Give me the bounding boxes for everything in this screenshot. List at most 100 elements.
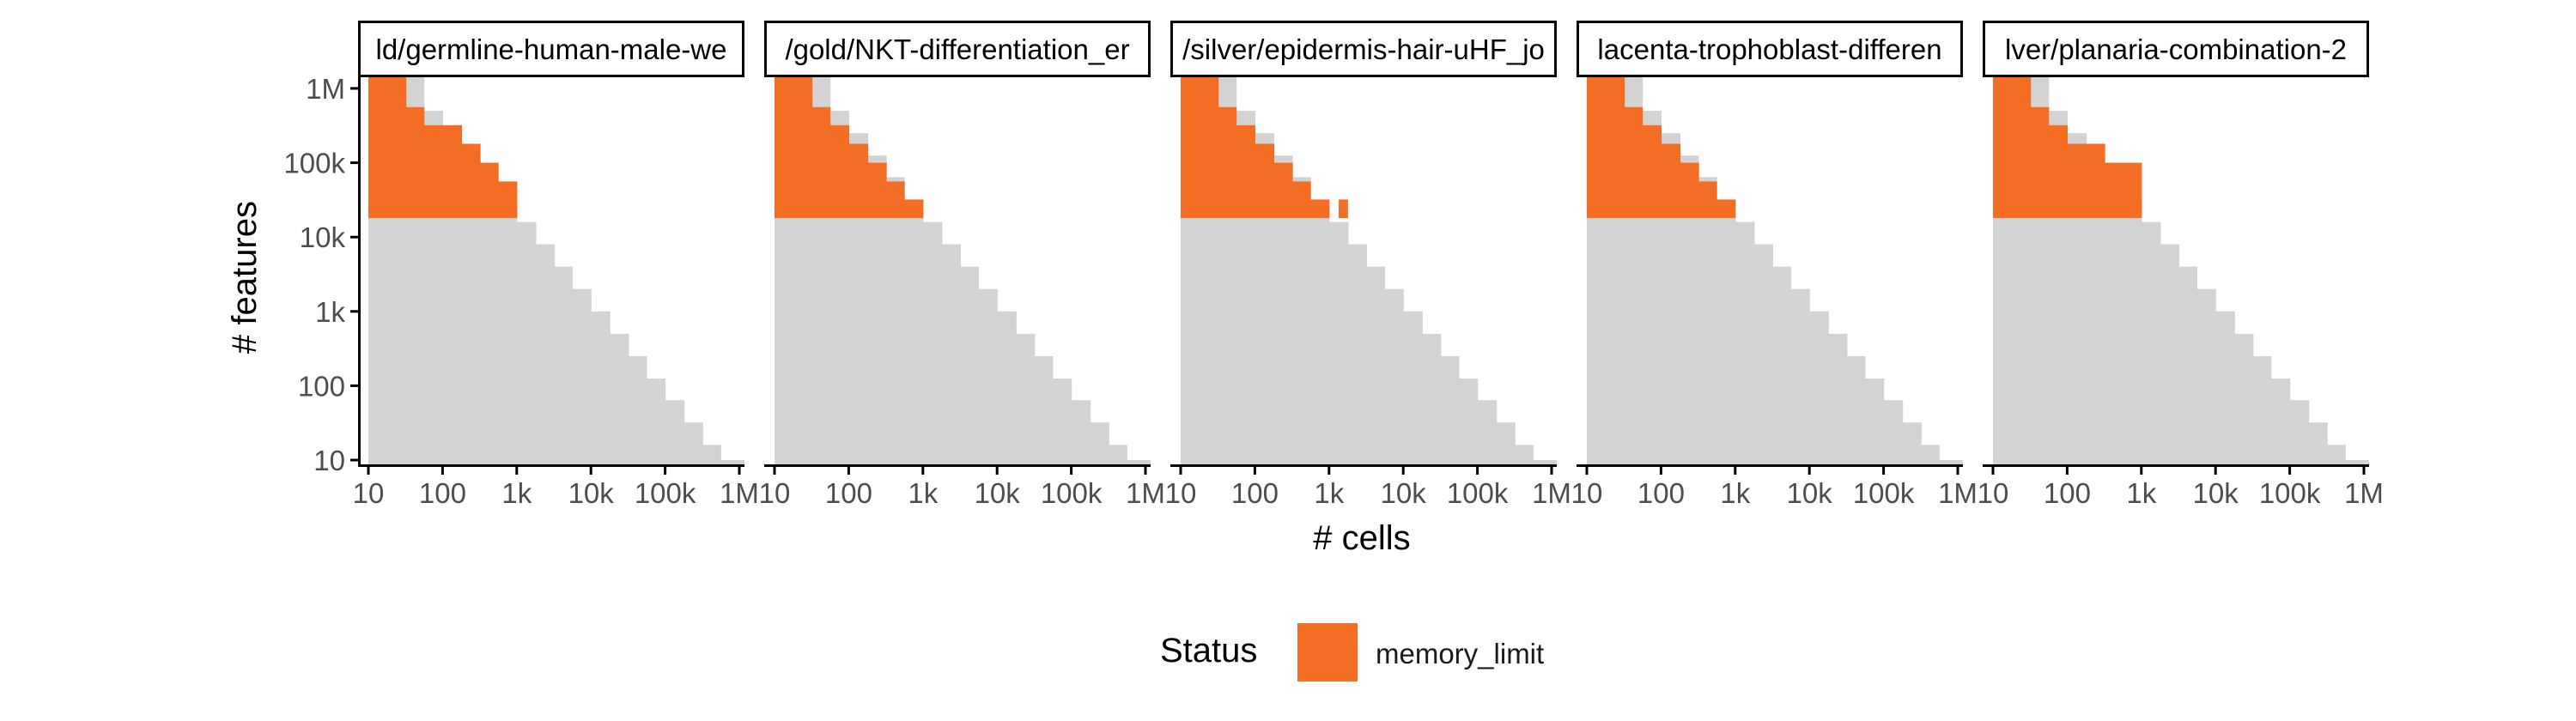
x-tick-label: 1M <box>2344 477 2384 509</box>
evaluated-cell <box>1273 155 1293 464</box>
memory-limit-cell <box>2086 143 2105 219</box>
memory-limit-cell <box>1218 106 1237 219</box>
x-tick-label: 10k <box>975 477 1021 509</box>
facet-strip <box>1577 21 1963 77</box>
facet-title: /silver/epidermis-hair-uHF_jo <box>1182 33 1545 65</box>
evaluated-cell <box>886 177 905 464</box>
facet-title: lacenta-trophoblast-differen <box>1597 33 1941 65</box>
memory-limit-cell <box>1273 162 1293 219</box>
x-tick-label: 100 <box>2044 477 2091 509</box>
facet-title: /gold/NKT-differentiation_er <box>785 33 1129 65</box>
evaluated-cell <box>1772 266 1792 464</box>
memory-limit-cell <box>1716 199 1736 219</box>
evaluated-cell <box>2252 355 2272 464</box>
evaluated-cell <box>1753 244 1774 464</box>
memory-limit-cell <box>2105 162 2123 219</box>
y-tick-label: 1M <box>306 73 345 105</box>
evaluated-cell <box>2215 311 2235 464</box>
evaluated-cell <box>978 288 998 464</box>
evaluated-cell <box>1328 221 1349 464</box>
evaluated-cell <box>2270 379 2291 464</box>
evaluated-cell <box>702 445 721 464</box>
evaluated-cell <box>1735 221 1755 464</box>
evaluated-cell <box>904 199 924 464</box>
memory-limit-cell <box>1698 181 1717 219</box>
memory-limit-cell <box>423 124 443 219</box>
evaluated-cell <box>1864 379 1885 464</box>
panel-content <box>1993 77 2369 464</box>
evaluated-cell <box>1515 445 1534 464</box>
facet-strip <box>1983 21 2369 77</box>
x-tick-label: 1M <box>1126 477 1165 509</box>
memory-limit-cell <box>867 162 887 219</box>
y-tick-label: 100k <box>283 148 345 179</box>
memory-limit-cell <box>480 162 499 219</box>
legend: Status memory_limit <box>0 623 2576 683</box>
x-tick-label: 1M <box>720 477 759 509</box>
memory-limit-cell <box>1255 143 1275 219</box>
evaluated-cell <box>498 199 518 464</box>
panel-1: ld/germline-human-male-we 10 100 1k 10k 100k 1… <box>353 21 759 509</box>
memory-limit-cell <box>1680 162 1699 219</box>
evaluated-cell <box>516 221 537 464</box>
evaluated-cell <box>1533 460 1557 464</box>
memory-limit-cell <box>848 143 869 219</box>
evaluated-cell <box>1292 177 1311 464</box>
memory-limit-cell <box>2048 124 2068 219</box>
evaluated-cell <box>867 155 887 464</box>
x-tick-label: 10k <box>2193 477 2239 509</box>
evaluated-cell <box>2234 333 2254 464</box>
evaluated-cell <box>1366 266 1386 464</box>
legend-swatch-memory-limit <box>1297 623 1358 682</box>
x-tick-label: 100k <box>635 477 696 509</box>
x-tick-label: 10k <box>1381 477 1427 509</box>
evaluated-cell <box>1939 460 1963 464</box>
evaluated-cell <box>2196 288 2216 464</box>
evaluated-cell <box>941 244 962 464</box>
x-tick-label: 1k <box>1720 477 1750 509</box>
memory-limit-cell <box>1587 77 1625 219</box>
x-tick-label: 100k <box>2259 477 2321 509</box>
evaluated-cell <box>2308 422 2328 464</box>
x-tick-label: 100 <box>825 477 872 509</box>
evaluated-cell <box>1403 311 1423 464</box>
x-tick-label: 1k <box>2126 477 2156 509</box>
panel-5: lver/planaria-combination-2 10 100 1k 10k 100… <box>1978 21 2384 509</box>
evaluated-cell <box>1016 333 1036 464</box>
evaluated-cell <box>1109 445 1127 464</box>
evaluated-cell <box>1846 355 1866 464</box>
facet-strip <box>1170 21 1557 77</box>
legend-label-memory-limit: memory_limit <box>1376 638 1545 670</box>
memory-limit-cell <box>1624 106 1643 219</box>
memory-limit-cell <box>461 143 481 219</box>
evaluated-cell <box>1034 355 1054 464</box>
evaluated-cell <box>2123 199 2142 464</box>
x-tick-label: 10 <box>759 477 791 509</box>
evaluated-cell <box>1680 155 1699 464</box>
x-tick-label: 1k <box>908 477 938 509</box>
x-tick-label: 1M <box>1532 477 1571 509</box>
evaluated-cell <box>535 244 556 464</box>
evaluated-cell <box>554 266 574 464</box>
panel-content <box>1181 77 1557 464</box>
memory-limit-cell <box>1310 199 1330 219</box>
evaluated-cell <box>1828 333 1848 464</box>
y-axis-title: # features <box>226 201 264 354</box>
evaluated-cell <box>1052 379 1072 464</box>
x-axis-title: # cells <box>1313 519 1410 557</box>
evaluated-cell <box>2086 155 2105 464</box>
memory-limit-cell <box>2067 143 2087 219</box>
x-tick-label: 100k <box>1447 477 1509 509</box>
memory-limit-cell <box>368 77 407 219</box>
evaluated-cell <box>997 311 1017 464</box>
evaluated-cell <box>1458 379 1479 464</box>
evaluated-cell <box>461 155 481 464</box>
facet-strip <box>358 21 744 77</box>
legend-title: Status <box>1160 632 1258 670</box>
evaluated-cell <box>1347 244 1368 464</box>
x-tick-label: 10k <box>1787 477 1833 509</box>
memory-limit-cell <box>405 106 425 219</box>
memory-limit-cell <box>2123 162 2142 219</box>
evaluated-cell <box>1698 177 1717 464</box>
facet-title: ld/germline-human-male-we <box>376 33 727 65</box>
